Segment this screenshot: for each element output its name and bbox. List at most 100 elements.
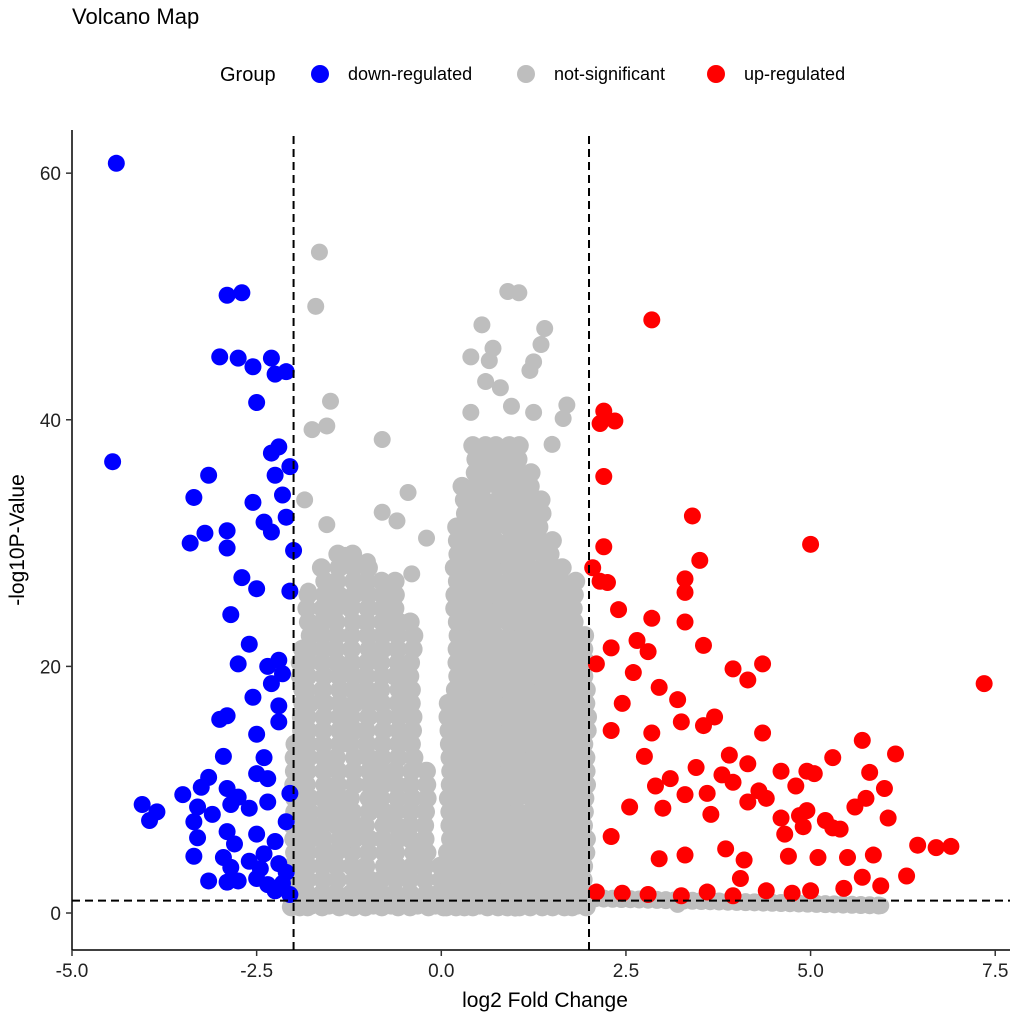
- up-regulated-point: [754, 655, 772, 673]
- not-significant-cloud-point: [403, 639, 423, 659]
- down-regulated-point: [211, 710, 229, 728]
- not-significant-point: [373, 431, 391, 449]
- down-regulated-point: [185, 488, 203, 506]
- not-significant-cloud-point: [519, 748, 539, 768]
- not-significant-cloud-point: [327, 870, 347, 890]
- not-significant-cloud-point: [371, 680, 391, 700]
- not-significant-cloud-point: [313, 721, 333, 741]
- down-regulated-point: [203, 805, 221, 823]
- not-significant-cloud-point: [389, 721, 409, 741]
- up-regulated-point: [776, 825, 794, 843]
- up-regulated-point: [805, 765, 823, 783]
- down-regulated-point: [133, 795, 151, 813]
- up-regulated-point: [909, 836, 927, 854]
- not-significant-cloud-point: [312, 612, 332, 632]
- not-significant-cloud-point: [314, 707, 334, 727]
- up-regulated-point: [942, 837, 960, 855]
- down-regulated-point: [262, 444, 280, 462]
- not-significant-point: [554, 410, 572, 428]
- up-regulated-point: [887, 745, 905, 763]
- not-significant-cloud-point: [577, 775, 597, 795]
- axes: -5.0 -2.5 0.0 2.5 5.0 7.5 0 20 40 60: [40, 130, 1010, 982]
- down-regulated-point: [244, 493, 262, 511]
- not-significant-cloud-point: [400, 612, 420, 632]
- up-regulated-point: [643, 724, 661, 742]
- up-regulated-point: [772, 809, 790, 827]
- not-significant-cloud-point: [563, 653, 583, 673]
- legend-title: Group: [220, 64, 276, 86]
- not-significant-point: [388, 512, 406, 530]
- not-significant-point: [521, 361, 539, 379]
- up-regulated-point: [824, 749, 842, 767]
- not-significant-cloud-point: [576, 843, 596, 863]
- not-significant-cloud-point: [575, 626, 595, 646]
- up-regulated-point: [672, 887, 690, 905]
- x-tick-label: -2.5: [240, 961, 273, 982]
- not-significant-point: [506, 899, 524, 917]
- down-regulated-point: [189, 829, 207, 847]
- x-tick-label: 5.0: [797, 961, 823, 982]
- not-significant-cloud-point: [359, 802, 379, 822]
- not-significant-cloud-point: [330, 721, 350, 741]
- not-significant-cloud-point: [373, 829, 393, 849]
- not-significant-cloud-point: [299, 802, 319, 822]
- not-significant-point: [296, 491, 314, 509]
- not-significant-cloud-point: [299, 748, 319, 768]
- down-regulated-point: [185, 813, 203, 831]
- not-significant-cloud-point: [386, 815, 406, 835]
- not-significant-cloud-point: [577, 721, 597, 741]
- up-regulated-point: [643, 311, 661, 329]
- down-regulated-point: [185, 847, 203, 865]
- not-significant-point: [418, 529, 436, 547]
- up-regulated-point: [739, 671, 757, 689]
- not-significant-cloud-point: [296, 775, 316, 795]
- up-regulated-point: [731, 869, 749, 887]
- down-regulated-point: [218, 522, 236, 540]
- down-regulated-point: [248, 825, 266, 843]
- not-significant-cloud-point: [453, 775, 473, 795]
- up-regulated-point: [676, 570, 694, 588]
- not-significant-density-cloud: [281, 436, 888, 917]
- down-regulated-point: [273, 665, 291, 683]
- not-significant-cloud-point: [485, 626, 505, 646]
- up-regulated-point: [661, 770, 679, 788]
- not-significant-point: [318, 417, 336, 435]
- up-regulated-point: [864, 846, 882, 864]
- up-regulated-point: [639, 643, 657, 661]
- up-regulated-point: [635, 747, 653, 765]
- up-regulated-point: [724, 773, 742, 791]
- down-regulated-point: [270, 713, 288, 731]
- up-regulated-point: [853, 868, 871, 886]
- down-regulated-point: [270, 697, 288, 715]
- down-regulated-point: [181, 534, 199, 552]
- not-significant-point: [525, 403, 543, 421]
- not-significant-point: [373, 503, 391, 521]
- not-significant-cloud-point: [357, 612, 377, 632]
- not-significant-cloud-point: [360, 775, 380, 795]
- down-regulated-point: [200, 872, 218, 890]
- up-regulated-point: [654, 799, 672, 817]
- not-significant-cloud-point: [507, 802, 527, 822]
- down-regulated-point: [262, 675, 280, 693]
- not-significant-cloud-point: [312, 626, 332, 646]
- down-regulated-point: [244, 358, 262, 376]
- up-regulated-point: [839, 849, 857, 867]
- not-significant-point: [336, 546, 354, 564]
- not-significant-point: [322, 894, 340, 912]
- up-regulated-point: [794, 818, 812, 836]
- up-regulated-point: [606, 412, 624, 430]
- up-regulated-point: [735, 851, 753, 869]
- up-regulated-point: [809, 849, 827, 867]
- down-regulated-point: [107, 154, 125, 172]
- not-significant-cloud-point: [326, 612, 346, 632]
- not-significant-cloud-point: [330, 693, 350, 713]
- up-regulated-point: [687, 759, 705, 777]
- legend-marker-up-regulated: [707, 65, 725, 83]
- not-significant-cloud-point: [486, 585, 506, 605]
- not-significant-cloud-point: [521, 463, 541, 483]
- not-significant-cloud-point: [299, 639, 319, 659]
- up-regulated-point: [757, 882, 775, 900]
- up-regulated-point: [779, 847, 797, 865]
- not-significant-cloud-point: [563, 598, 583, 618]
- not-significant-cloud-point: [518, 856, 538, 876]
